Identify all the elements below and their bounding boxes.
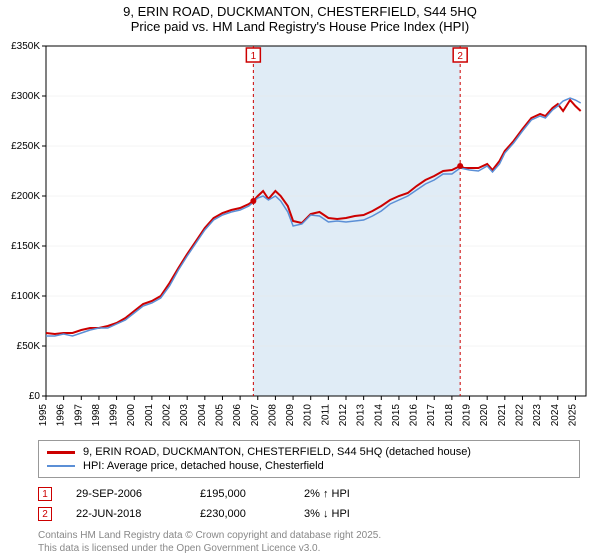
svg-text:£250K: £250K: [11, 141, 40, 152]
event-row-1: 1 29-SEP-2006 £195,000 2% ↑ HPI: [38, 484, 580, 504]
event-delta-1: 2% ↑ HPI: [304, 488, 394, 500]
svg-text:2009: 2009: [285, 404, 296, 427]
svg-text:1995: 1995: [38, 404, 49, 427]
svg-text:2010: 2010: [303, 404, 314, 427]
event-delta-2: 3% ↓ HPI: [304, 508, 394, 520]
svg-text:2016: 2016: [409, 404, 420, 427]
event-marker-1: 1: [38, 487, 52, 501]
svg-text:2019: 2019: [462, 404, 473, 427]
svg-text:2023: 2023: [532, 404, 543, 427]
svg-text:1997: 1997: [73, 404, 84, 427]
svg-text:2008: 2008: [267, 404, 278, 427]
event-row-2: 2 22-JUN-2018 £230,000 3% ↓ HPI: [38, 504, 580, 524]
svg-text:2017: 2017: [426, 404, 437, 427]
svg-text:1996: 1996: [56, 404, 67, 427]
legend-row-series-1: 9, ERIN ROAD, DUCKMANTON, CHESTERFIELD, …: [47, 445, 571, 459]
svg-text:2011: 2011: [320, 404, 331, 426]
svg-text:2006: 2006: [232, 404, 243, 427]
event-price-2: £230,000: [200, 508, 280, 520]
svg-text:2003: 2003: [179, 404, 190, 427]
events-table: 1 29-SEP-2006 £195,000 2% ↑ HPI 2 22-JUN…: [38, 484, 580, 524]
line-chart-svg: £0 £50K £100K £150K £200K £250K £300K £350K 1995…: [0, 36, 600, 436]
svg-text:2007: 2007: [250, 404, 261, 427]
legend-label-2: HPI: Average price, detached house, Ches…: [83, 460, 324, 472]
footer-line-2: This data is licensed under the Open Gov…: [38, 543, 580, 556]
svg-text:2000: 2000: [126, 404, 137, 427]
svg-text:1999: 1999: [109, 404, 120, 427]
chart-area: £0 £50K £100K £150K £200K £250K £300K £350K 1995…: [0, 36, 600, 436]
footer-attribution: Contains HM Land Registry data © Crown c…: [38, 530, 580, 555]
svg-text:2015: 2015: [391, 404, 402, 427]
svg-text:2001: 2001: [144, 404, 155, 427]
svg-text:2012: 2012: [338, 404, 349, 427]
svg-text:2018: 2018: [444, 404, 455, 427]
svg-text:2013: 2013: [356, 404, 367, 427]
event-price-1: £195,000: [200, 488, 280, 500]
svg-text:2005: 2005: [214, 404, 225, 427]
svg-text:£100K: £100K: [11, 291, 40, 302]
legend-swatch-red: [47, 451, 75, 454]
svg-text:£300K: £300K: [11, 91, 40, 102]
svg-text:2002: 2002: [162, 404, 173, 427]
svg-text:2: 2: [457, 51, 463, 62]
svg-text:2022: 2022: [514, 404, 525, 427]
footer-line-1: Contains HM Land Registry data © Crown c…: [38, 530, 580, 543]
svg-text:£350K: £350K: [11, 41, 40, 52]
chart-title-block: 9, ERIN ROAD, DUCKMANTON, CHESTERFIELD, …: [0, 0, 600, 36]
event-marker-2: 2: [38, 507, 52, 521]
svg-text:2021: 2021: [497, 404, 508, 427]
legend-row-series-2: HPI: Average price, detached house, Ches…: [47, 459, 571, 473]
svg-text:2025: 2025: [567, 404, 578, 427]
event-date-1: 29-SEP-2006: [76, 488, 176, 500]
svg-text:2024: 2024: [550, 404, 561, 427]
svg-text:1998: 1998: [91, 404, 102, 427]
title-line-1: 9, ERIN ROAD, DUCKMANTON, CHESTERFIELD, …: [0, 4, 600, 19]
event-date-2: 22-JUN-2018: [76, 508, 176, 520]
svg-text:£200K: £200K: [11, 191, 40, 202]
legend-box: 9, ERIN ROAD, DUCKMANTON, CHESTERFIELD, …: [38, 440, 580, 478]
svg-text:2020: 2020: [479, 404, 490, 427]
legend-swatch-blue: [47, 465, 75, 467]
svg-text:2014: 2014: [373, 404, 384, 427]
svg-text:2004: 2004: [197, 404, 208, 427]
title-line-2: Price paid vs. HM Land Registry's House …: [0, 19, 600, 34]
legend-label-1: 9, ERIN ROAD, DUCKMANTON, CHESTERFIELD, …: [83, 446, 471, 458]
svg-text:£0: £0: [29, 391, 41, 402]
svg-text:£150K: £150K: [11, 241, 40, 252]
svg-text:1: 1: [251, 51, 257, 62]
svg-text:£50K: £50K: [17, 341, 41, 352]
